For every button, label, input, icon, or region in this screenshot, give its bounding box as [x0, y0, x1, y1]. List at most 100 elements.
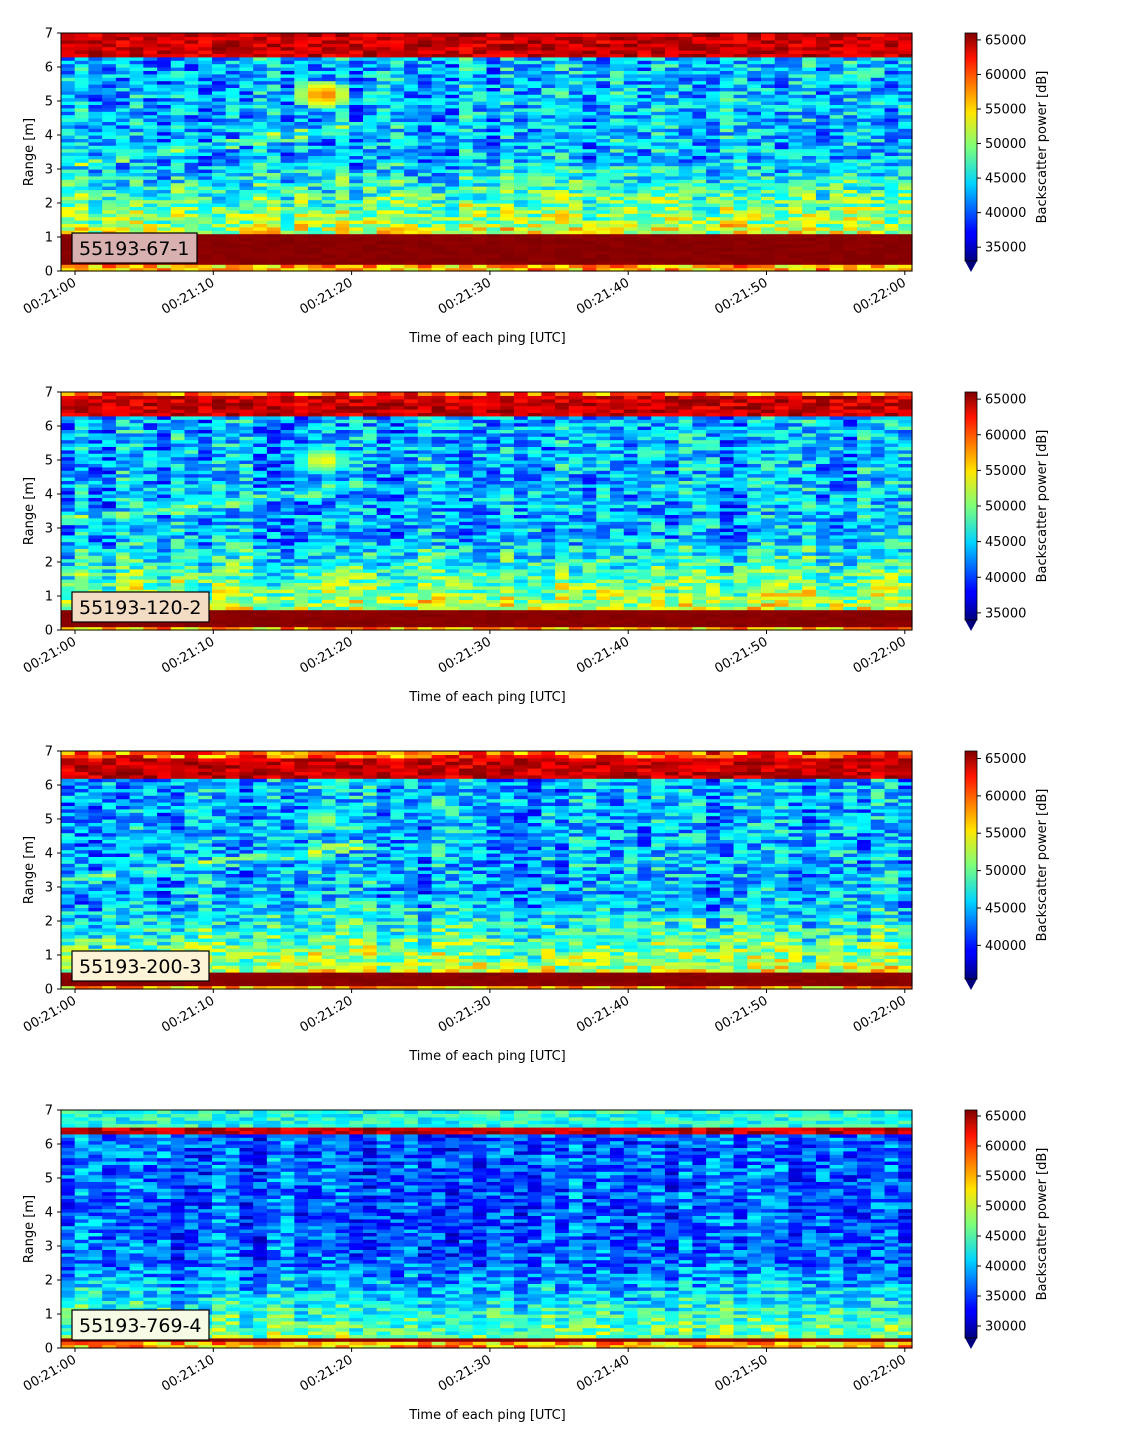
y-tick-label: 7 [45, 1104, 53, 1119]
colorbar-tick-label: 30000 [985, 1320, 1026, 1335]
y-tick-label: 5 [45, 454, 53, 469]
x-tick-label: 00:21:10 [159, 1352, 217, 1394]
y-tick-label: 5 [45, 1172, 53, 1187]
x-tick-label: 00:21:50 [712, 1352, 770, 1394]
x-axis-label: Time of each ping [UTC] [408, 690, 566, 705]
colorbar-tick-label: 55000 [985, 827, 1026, 842]
echogram-3 [61, 751, 913, 990]
sensor-label-box [71, 1309, 210, 1341]
sensor-label: 55193-769-4 [71, 1309, 210, 1341]
colorbar-gradient [965, 392, 977, 620]
colorbar: 30000 35000 40000 45000 50000 55000 60000 65000… [964, 1110, 1050, 1349]
sensor-label-text: 55193-120-2 [79, 597, 202, 619]
colorbar-tick-label: 35000 [985, 241, 1026, 256]
y-tick-label: 6 [45, 61, 53, 76]
sensor-label-text: 55193-67-1 [79, 238, 189, 260]
colorbar: 35000 40000 45000 50000 55000 60000 65000 Backs… [964, 32, 1050, 272]
y-tick-label: 4 [45, 847, 53, 862]
colorbar-extend-arrow [965, 1338, 977, 1349]
y-tick-label: 6 [45, 1138, 53, 1153]
x-tick-label: 00:21:40 [574, 634, 632, 676]
x-tick-label: 00:21:30 [436, 993, 494, 1035]
y-tick-label: 6 [45, 420, 53, 435]
colorbar-tick-label: 60000 [985, 428, 1026, 443]
x-tick-label: 00:21:20 [298, 634, 356, 676]
x-tick-label: 00:21:50 [712, 993, 770, 1035]
sensor-label-text: 55193-769-4 [79, 1315, 202, 1337]
x-axis-label: Time of each ping [UTC] [408, 1408, 566, 1423]
colorbar-tick-label: 40000 [985, 571, 1026, 586]
y-tick-label: 0 [45, 1342, 53, 1357]
x-tick-label: 00:21:10 [159, 993, 217, 1035]
x-tick-label: 00:21:00 [21, 634, 79, 676]
x-tick-label: 00:21:20 [298, 993, 356, 1035]
y-tick-label: 5 [45, 813, 53, 828]
colorbar: 35000 40000 45000 50000 55000 60000 65000 Backs… [964, 391, 1050, 631]
y-tick-label: 7 [45, 27, 53, 42]
y-tick-label: 2 [45, 197, 53, 212]
colorbar-label: Backscatter power [dB] [1035, 789, 1050, 942]
colorbar-extend-arrow [965, 620, 977, 631]
sensor-label: 55193-120-2 [71, 591, 210, 623]
x-tick-label: 00:22:00 [851, 1352, 909, 1394]
y-tick-label: 2 [45, 1274, 53, 1289]
y-tick-label: 2 [45, 915, 53, 930]
colorbar-tick-label: 45000 [985, 1230, 1026, 1245]
x-axis-label: Time of each ping [UTC] [408, 331, 566, 346]
y-tick-label: 1 [45, 1308, 53, 1323]
colorbar-tick-label: 50000 [985, 1200, 1026, 1215]
colorbar-tick-label: 50000 [985, 137, 1026, 152]
x-tick-label: 00:21:50 [712, 275, 770, 317]
colorbar-tick-label: 65000 [985, 1110, 1026, 1125]
colorbar-tick-label: 40000 [985, 939, 1026, 954]
sensor-label-box [71, 591, 210, 623]
axes-frame [60, 750, 913, 990]
colorbar-tick-label: 60000 [985, 789, 1026, 804]
colorbar-label: Backscatter power [dB] [1035, 71, 1050, 224]
colorbar-tick-label: 35000 [985, 606, 1026, 621]
colorbar-tick-label: 60000 [985, 68, 1026, 83]
sensor-label-box [71, 950, 210, 982]
colorbar-tick-label: 35000 [985, 1290, 1026, 1305]
colorbar-frame [964, 750, 978, 980]
colorbar-tick-label: 45000 [985, 535, 1026, 550]
colorbar-tick-label: 45000 [985, 172, 1026, 187]
y-tick-label: 4 [45, 488, 53, 503]
x-tick-label: 00:21:00 [21, 275, 79, 317]
sensor-label-text: 55193-200-3 [79, 956, 202, 978]
x-tick-label: 00:21:40 [574, 275, 632, 317]
axes-frame [60, 1109, 913, 1349]
y-axis-label: Range [m] [22, 836, 37, 904]
sensor-label-box [71, 232, 198, 264]
x-tick-label: 00:21:40 [574, 993, 632, 1035]
colorbar-gradient [965, 751, 977, 979]
y-axis-label: Range [m] [22, 118, 37, 186]
y-tick-label: 1 [45, 949, 53, 964]
colorbar-tick-label: 55000 [985, 464, 1026, 479]
subplot-1: 0 1 2 3 4 5 6 7 00:21:00 00:21:10 00:21:20 00:21:30… [21, 27, 1050, 347]
y-tick-label: 0 [45, 624, 53, 639]
sensor-label: 55193-67-1 [71, 232, 198, 264]
colorbar-tick-label: 40000 [985, 206, 1026, 221]
x-tick-label: 00:22:00 [851, 275, 909, 317]
y-tick-label: 7 [45, 745, 53, 760]
x-tick-label: 00:21:50 [712, 634, 770, 676]
colorbar-tick-label: 55000 [985, 103, 1026, 118]
x-tick-label: 00:21:10 [159, 275, 217, 317]
colorbar-label: Backscatter power [dB] [1035, 430, 1050, 583]
axes-frame [60, 391, 913, 631]
y-axis-label: Range [m] [22, 1195, 37, 1263]
y-tick-label: 4 [45, 1206, 53, 1221]
x-axis-label: Time of each ping [UTC] [408, 1049, 566, 1064]
y-tick-label: 3 [45, 1240, 53, 1255]
x-tick-label: 00:21:00 [21, 993, 79, 1035]
y-tick-label: 3 [45, 522, 53, 537]
colorbar-tick-label: 65000 [985, 33, 1026, 48]
colorbar-gradient [965, 33, 977, 261]
colorbar-label: Backscatter power [dB] [1035, 1148, 1050, 1301]
subplot-2: 0 1 2 3 4 5 6 7 00:21:00 00:21:10 00:21:20 00:21:30… [21, 386, 1050, 706]
subplot-4: 0 1 2 3 4 5 6 7 00:21:00 00:21:10 00:21:20 00:21:30… [21, 1104, 1050, 1424]
y-tick-label: 5 [45, 95, 53, 110]
y-tick-label: 1 [45, 231, 53, 246]
